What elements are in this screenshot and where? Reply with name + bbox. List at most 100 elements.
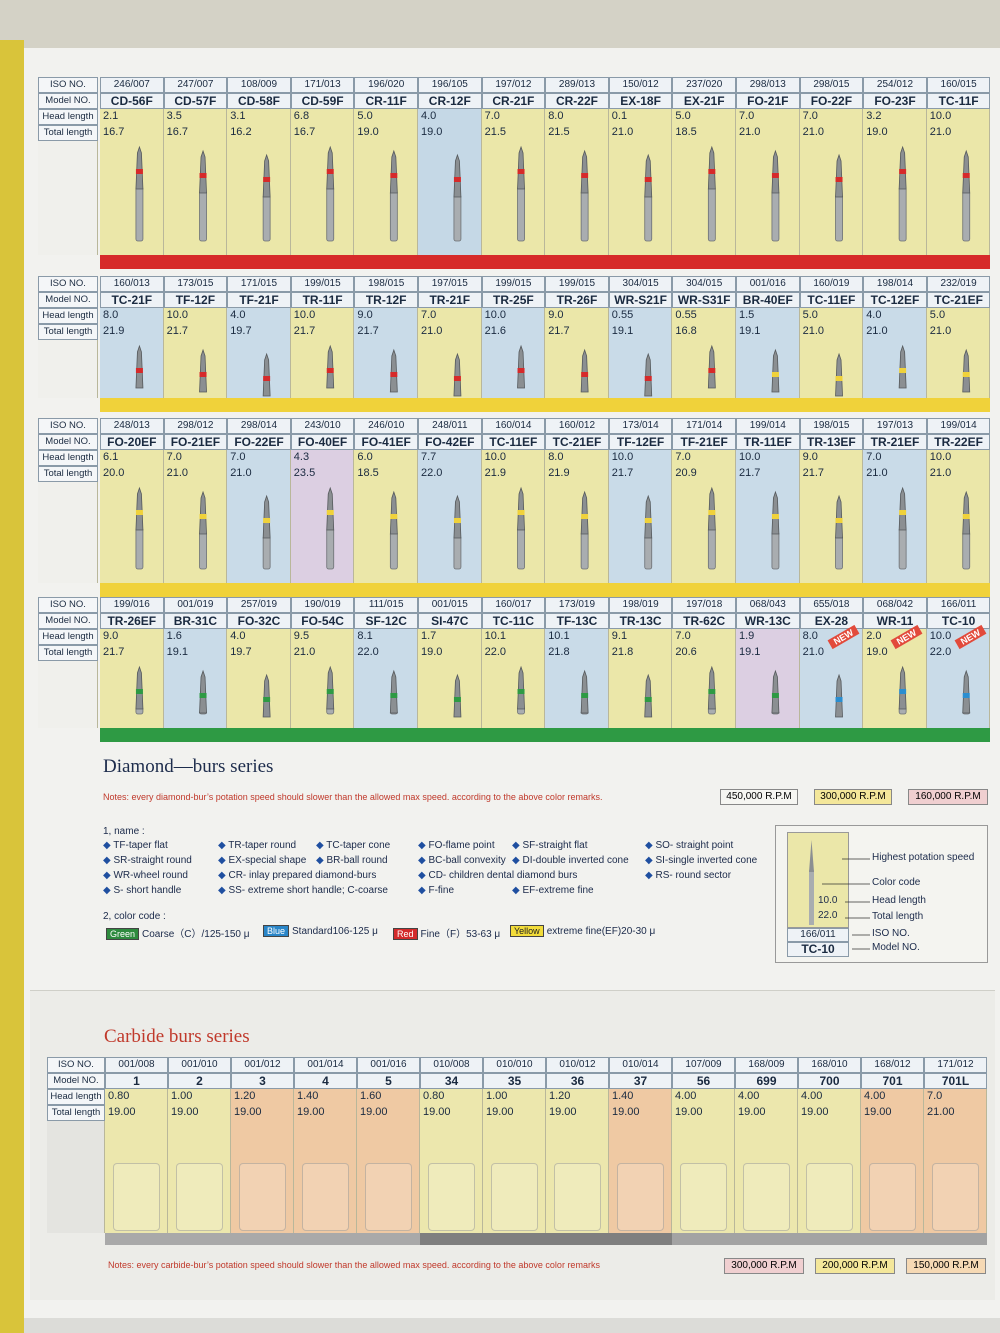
iso-no: 248/011: [418, 418, 482, 434]
iso-no: 160/015: [926, 77, 991, 93]
column-bg: [545, 308, 609, 398]
total-length: 16.8: [675, 325, 697, 337]
column-bg: [418, 629, 482, 728]
legend-text: Total length: [872, 911, 924, 922]
head-length: 7.0: [802, 110, 818, 122]
head-length: 10.0: [611, 451, 634, 463]
head-length: 3.5: [166, 110, 182, 122]
bullet: ◆: [103, 855, 114, 866]
iso-no: 232/019: [926, 276, 991, 292]
iso-no: 160/017: [481, 597, 546, 613]
name-text: BR-ball round: [326, 855, 388, 866]
color-strip: [100, 255, 991, 269]
head-length: 1.00: [171, 1090, 193, 1102]
iso-no: 196/105: [418, 77, 482, 93]
total-length: 19.00: [360, 1106, 388, 1118]
head-length: 10.1: [548, 630, 570, 642]
iso-no: 010/012: [546, 1057, 609, 1073]
iso-no: 298/012: [163, 418, 228, 434]
name-text: EF-extreme fine: [522, 885, 594, 896]
column-bg: [799, 450, 864, 583]
name-text: S- short handle: [113, 885, 182, 896]
column-bg: [418, 308, 482, 398]
column-bg: [863, 109, 927, 255]
head-length: 3.1: [230, 110, 246, 122]
iso-no: 199/015: [290, 276, 355, 292]
total-length: 16.7: [103, 126, 125, 138]
column-bg: [100, 109, 164, 255]
head-length: 1.6: [166, 630, 182, 642]
total-length: 21.0: [929, 325, 952, 337]
model-no: TR-11F: [290, 292, 355, 308]
column-bg: [481, 109, 546, 255]
head-length: 7.0: [927, 1090, 943, 1102]
column-bg: [227, 109, 291, 255]
model-no: BR-40EF: [736, 292, 800, 308]
model-no: WR-11: [863, 613, 927, 629]
head-length: 9.5: [293, 630, 310, 642]
column-bg: [672, 1089, 735, 1233]
name-item: ◆ CD- children dental diamond burs: [418, 870, 577, 881]
column-bg: [608, 450, 673, 583]
model-no: FO-22F: [799, 93, 864, 109]
name-text: DI-double inverted cone: [522, 855, 629, 866]
total-length: 22.0: [484, 646, 507, 658]
model-no: TC-11EF: [799, 292, 864, 308]
color-code: Green Coarse（C）/125-150 μ: [106, 925, 250, 940]
total-length: 19.00: [423, 1106, 451, 1118]
name-item: ◆ EX-special shape: [218, 855, 306, 866]
head-length: 8.0: [548, 110, 564, 122]
total-length: 21.7: [739, 467, 761, 479]
iso-no: 304/015: [608, 276, 673, 292]
carbide-strip: [420, 1233, 672, 1245]
bullet: ◆: [418, 840, 429, 851]
head-length: 4.3: [293, 451, 310, 463]
model-no: FO-21F: [736, 93, 800, 109]
model-no: 2: [168, 1073, 231, 1089]
column-bg: [290, 109, 355, 255]
total-length: 16.2: [230, 126, 252, 138]
column-bg: [354, 629, 418, 728]
model-no: SF-12C: [354, 613, 418, 629]
head-length: 10.1: [484, 630, 507, 642]
total-length: 21.0: [929, 126, 952, 138]
head-length: 4.00: [675, 1090, 697, 1102]
total-length: 21.0: [802, 646, 825, 658]
column-bg: [105, 1089, 168, 1233]
model-no: TR-12F: [354, 292, 418, 308]
column-bg: [481, 629, 546, 728]
head-length: 7.0: [484, 110, 500, 122]
model-no: TR-21EF: [863, 434, 927, 450]
model-no: TC-12EF: [863, 292, 927, 308]
total-length: 21.8: [548, 646, 570, 658]
iso-no: 304/015: [672, 276, 736, 292]
name-item: ◆ RS- round sector: [645, 870, 731, 881]
name-text: SI-single inverted cone: [655, 855, 758, 866]
column-bg: [163, 308, 228, 398]
column-bg: [290, 629, 355, 728]
head-length: 2.0: [866, 630, 882, 642]
total-length: 20.9: [675, 467, 697, 479]
total-length: 19.0: [866, 126, 888, 138]
head-length: 7.0: [866, 451, 882, 463]
total-length: 23.5: [293, 467, 316, 479]
label-column-bg: [38, 340, 98, 398]
color-strip: [100, 583, 991, 597]
name-text: TC-taper cone: [326, 840, 391, 851]
model-no: TR-13EF: [799, 434, 864, 450]
model-no: CD-58F: [227, 93, 291, 109]
column-bg: [609, 1089, 672, 1233]
model-no: CD-57F: [163, 93, 228, 109]
total-length: 19.7: [230, 325, 252, 337]
color-code-text: Coarse（C）/125-150 μ: [142, 929, 250, 940]
bur-sleeve: [869, 1163, 916, 1231]
row-label: Head length: [38, 308, 98, 324]
swatch: Red: [393, 928, 418, 940]
head-length: 5.0: [802, 309, 818, 321]
column-bg: [799, 109, 864, 255]
head-length: 10.0: [484, 309, 507, 321]
diamond-title: Diamond—burs series: [103, 756, 274, 777]
head-length: 1.20: [549, 1090, 571, 1102]
head-length: 4.0: [421, 110, 437, 122]
